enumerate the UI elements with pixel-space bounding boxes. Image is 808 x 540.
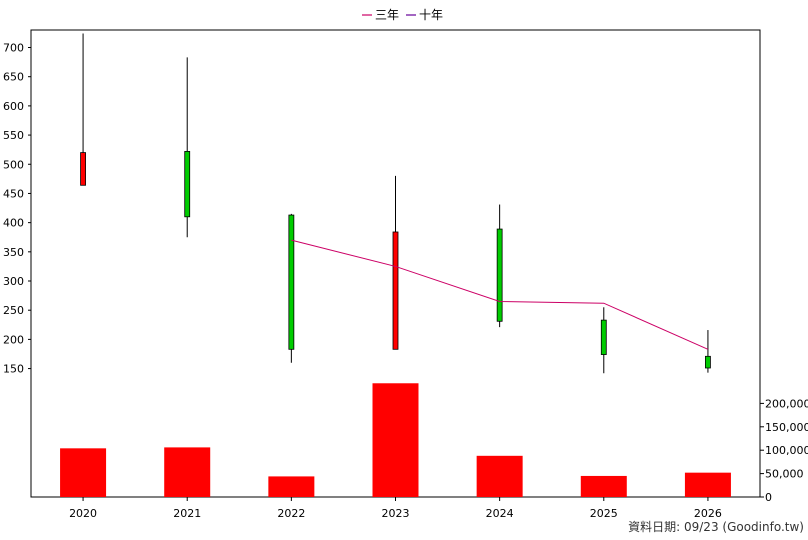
category-tick-label: 2026 <box>694 507 722 520</box>
price-tick-label: 250 <box>3 304 24 317</box>
candle-body <box>600 319 607 355</box>
category-tick-label: 2021 <box>173 507 201 520</box>
price-tick-label: 650 <box>3 71 24 84</box>
ma-line-0 <box>291 239 709 350</box>
category-tick-label: 2022 <box>277 507 305 520</box>
volume-tick-label: 100,000 <box>765 444 808 457</box>
price-tick-label: 450 <box>3 187 24 200</box>
price-tick-label: 600 <box>3 100 24 113</box>
price-tick-label: 550 <box>3 129 24 142</box>
category-tick-label: 2024 <box>486 507 514 520</box>
volume-bar <box>476 455 523 497</box>
candle-body <box>80 152 86 186</box>
data-date-footer: 資料日期: 09/23 (Goodinfo.tw) <box>628 520 804 534</box>
legend-label-3y: 三年 <box>375 8 399 22</box>
candle-body <box>705 355 711 369</box>
volume-tick-label: 150,000 <box>765 421 808 434</box>
price-tick-label: 150 <box>3 363 24 376</box>
candle-body <box>288 214 295 350</box>
volume-tick-label: 50,000 <box>765 468 804 481</box>
volume-bar <box>60 448 107 497</box>
price-tick-label: 700 <box>3 42 24 55</box>
candles <box>80 33 711 374</box>
candle-body <box>496 228 503 322</box>
legend-label-10y: 十年 <box>419 8 443 22</box>
category-tick-label: 2023 <box>382 507 410 520</box>
volume-bar <box>164 447 211 497</box>
moving-average-lines <box>291 239 709 350</box>
volume-bar <box>580 475 627 497</box>
price-tick-label: 350 <box>3 246 24 259</box>
volume-tick-label: 200,000 <box>765 397 808 410</box>
volume-bar <box>684 472 731 497</box>
legend: 三年 十年 <box>362 8 443 22</box>
volume-bars <box>60 383 731 497</box>
price-tick-label: 500 <box>3 158 24 171</box>
candle-body <box>184 151 191 218</box>
price-tick-label: 200 <box>3 333 24 346</box>
price-tick-label: 300 <box>3 275 24 288</box>
candle-body <box>392 231 399 350</box>
volume-bar <box>372 383 419 497</box>
tick-labels: 150 200 250 300 350 400 450 500 550 600 650 700 0 50,… <box>3 42 808 520</box>
category-tick-label: 2020 <box>69 507 97 520</box>
category-tick-label: 2025 <box>590 507 618 520</box>
volume-tick-label: 0 <box>765 491 772 504</box>
price-tick-label: 400 <box>3 217 24 230</box>
volume-bar <box>268 476 315 497</box>
